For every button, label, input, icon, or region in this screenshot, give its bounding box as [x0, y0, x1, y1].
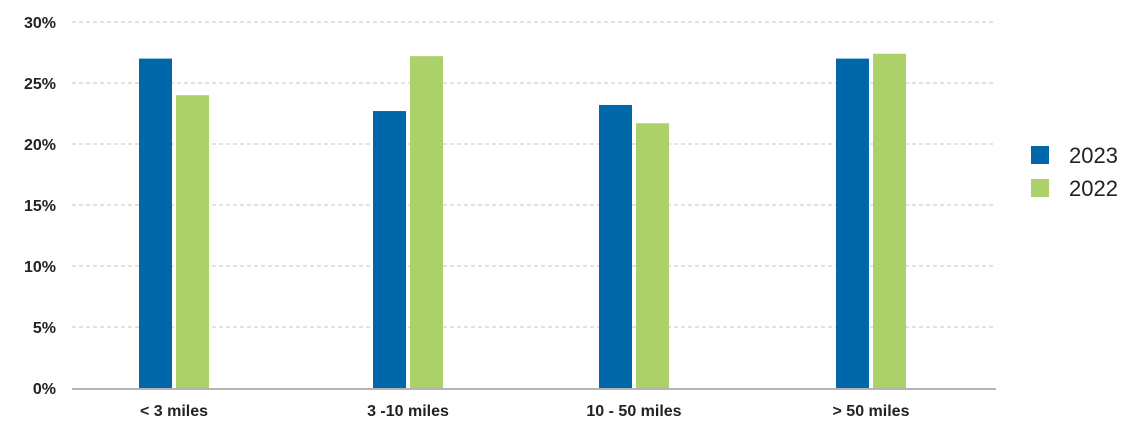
x-tick-label: 3 -10 miles	[367, 403, 449, 420]
legend-swatch-2022	[1031, 179, 1049, 197]
bar-2022-1	[410, 56, 443, 388]
bar-2022-2	[636, 123, 669, 388]
y-tick-label: 25%	[24, 76, 56, 93]
legend-swatch-2023	[1031, 146, 1049, 164]
y-tick-label: 0%	[33, 381, 56, 398]
y-tick-label: 20%	[24, 137, 56, 154]
x-tick-label: < 3 miles	[140, 403, 208, 420]
bar-2023-3	[836, 58, 869, 388]
bars	[139, 53, 906, 389]
y-tick-label: 30%	[24, 15, 56, 32]
y-tick-label: 15%	[24, 198, 56, 215]
y-axis-ticks: 0% 5% 10% 15% 20% 25% 30%	[24, 15, 56, 398]
y-tick-label: 5%	[33, 320, 56, 337]
legend-label-2022: 2022	[1069, 176, 1118, 201]
bar-2022-0	[176, 95, 209, 388]
bar-2023-0	[139, 58, 172, 388]
y-tick-label: 10%	[24, 259, 56, 276]
x-tick-label: > 50 miles	[833, 403, 910, 420]
bar-2023-1	[373, 111, 406, 388]
legend: 2023 2022	[1031, 143, 1118, 201]
legend-label-2023: 2023	[1069, 143, 1118, 168]
bar-2023-2	[599, 104, 632, 389]
bar-2022-3	[873, 53, 906, 388]
x-axis-ticks: < 3 miles 3 -10 miles 10 - 50 miles > 50 mi…	[140, 403, 910, 420]
x-tick-label: 10 - 50 miles	[586, 403, 681, 420]
